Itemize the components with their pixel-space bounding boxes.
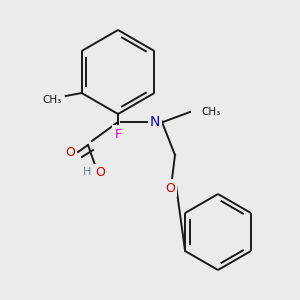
Text: F: F [114, 128, 122, 140]
Text: O: O [95, 167, 105, 179]
Text: CH₃: CH₃ [42, 95, 61, 105]
Text: CH₃: CH₃ [201, 107, 220, 117]
Text: H: H [83, 167, 91, 177]
Text: O: O [65, 146, 75, 158]
Text: N: N [150, 115, 160, 129]
Text: O: O [165, 182, 175, 194]
